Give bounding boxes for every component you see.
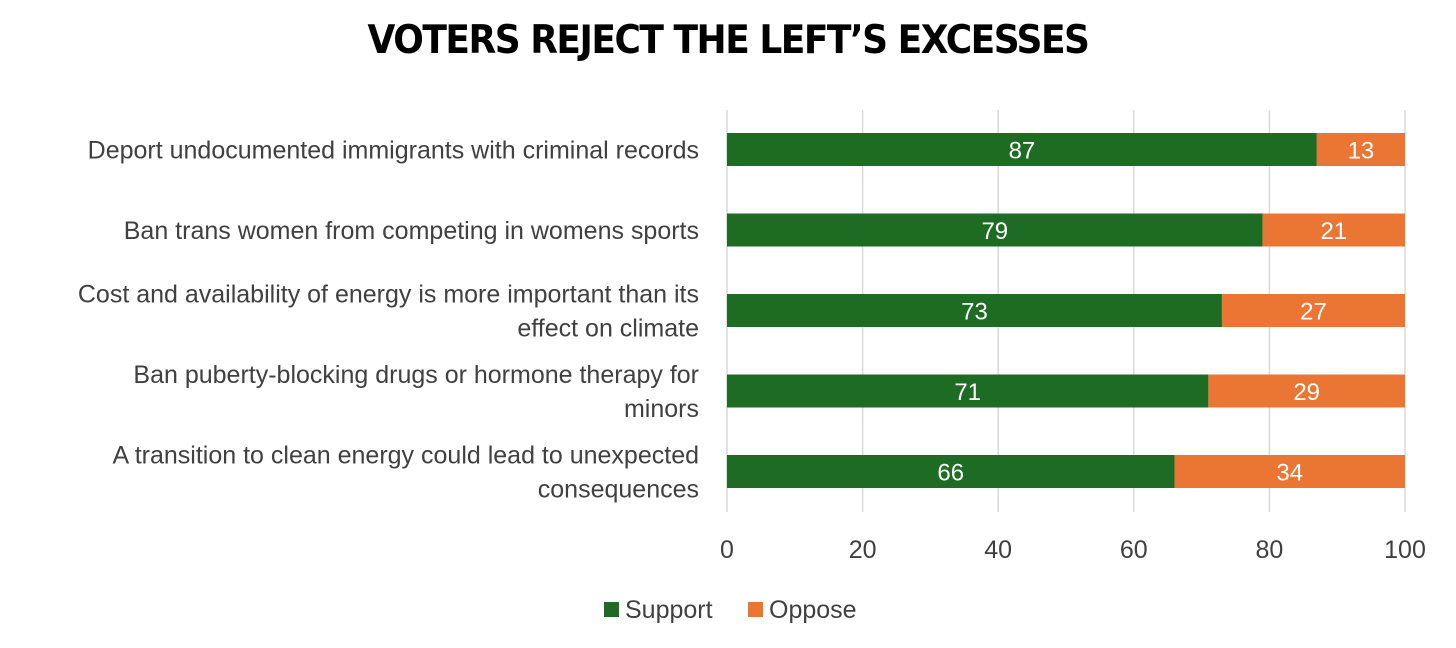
x-tick-label: 20 xyxy=(849,536,877,564)
category-label: consequences xyxy=(538,476,699,504)
legend: Support Oppose xyxy=(604,596,857,624)
bar-oppose xyxy=(1221,294,1405,327)
x-tick-label: 40 xyxy=(984,536,1012,564)
category-labels: Deport undocumented immigrants with crim… xyxy=(78,137,699,504)
bar-support xyxy=(727,374,1209,408)
bar-oppose xyxy=(1174,455,1405,488)
bar-support xyxy=(727,213,1263,247)
data-label: 71 xyxy=(954,379,981,406)
category-label: minors xyxy=(624,395,699,423)
data-label: 34 xyxy=(1276,460,1303,487)
data-label: 27 xyxy=(1300,299,1327,326)
data-label: 66 xyxy=(937,460,964,487)
legend-swatch xyxy=(604,602,619,617)
data-label: 73 xyxy=(961,299,988,326)
data-label: 79 xyxy=(981,218,1008,245)
chart-title: VOTERS REJECT THE LEFT’S EXCESSES xyxy=(367,18,1090,63)
bar-oppose xyxy=(1208,374,1405,408)
x-tick-label: 80 xyxy=(1255,536,1283,564)
data-label: 29 xyxy=(1293,379,1320,406)
category-label: Ban trans women from competing in womens… xyxy=(124,217,699,245)
x-tick-label: 100 xyxy=(1384,536,1426,564)
category-label: Ban puberty-blocking drugs or hormone th… xyxy=(133,361,699,389)
x-axis-ticks: 0 20 40 60 80 100 xyxy=(720,536,1426,564)
legend-swatch xyxy=(748,602,763,617)
legend-label: Oppose xyxy=(769,596,857,624)
bars: 87 13 79 21 73 27 71 29 66 34 xyxy=(727,133,1405,488)
bar-support xyxy=(727,455,1175,488)
legend-label: Support xyxy=(625,596,713,624)
x-tick-label: 0 xyxy=(720,536,734,564)
data-label: 21 xyxy=(1320,218,1347,245)
category-label: effect on climate xyxy=(517,315,699,343)
data-label: 13 xyxy=(1348,138,1375,165)
category-label: Cost and availability of energy is more … xyxy=(78,281,699,309)
category-label: Deport undocumented immigrants with crim… xyxy=(88,137,699,165)
bar-oppose xyxy=(1262,213,1405,247)
bar-oppose xyxy=(1316,133,1405,166)
x-tick-label: 60 xyxy=(1120,536,1148,564)
bar-support xyxy=(727,133,1317,166)
category-label: A transition to clean energy could lead … xyxy=(112,442,699,470)
data-label: 87 xyxy=(1009,138,1036,165)
bar-support xyxy=(727,294,1222,327)
